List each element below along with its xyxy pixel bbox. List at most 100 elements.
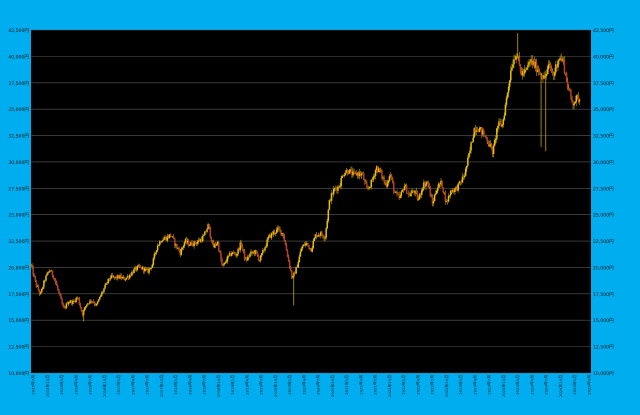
candle-body <box>59 292 61 296</box>
plot-area <box>31 30 591 373</box>
candle-body <box>235 254 237 256</box>
candle-body <box>402 189 405 191</box>
candle-body <box>69 300 72 303</box>
candle-body <box>132 272 134 274</box>
x-tick-label: 2023年4月 <box>472 375 477 395</box>
candle-body <box>72 300 74 304</box>
candle-body <box>565 72 568 82</box>
candle-body <box>369 187 371 188</box>
candle-body <box>288 260 291 268</box>
candle-body <box>89 300 91 304</box>
candle-body <box>153 253 156 259</box>
candle-body <box>113 276 116 278</box>
candle-body <box>88 303 90 304</box>
candle-body <box>62 303 64 307</box>
candle-body <box>71 300 73 304</box>
candle-body <box>473 128 476 138</box>
y-tick-label: 20,000円 <box>593 265 614 271</box>
gridlines <box>31 29 591 374</box>
candle-body <box>439 183 441 185</box>
candle-body <box>207 224 209 230</box>
candle-body <box>245 259 248 261</box>
candle-body <box>79 304 82 308</box>
candle-body <box>552 72 555 77</box>
candle-body <box>408 193 410 195</box>
candle-body <box>453 190 455 193</box>
y-tick-label: 15,000円 <box>593 318 614 324</box>
candle-body <box>493 140 496 146</box>
candle-body <box>516 56 518 58</box>
y-tick-label: 17,500円 <box>8 292 29 298</box>
candle-body <box>222 264 224 266</box>
x-tick-label: 2015年10月 <box>45 375 50 397</box>
candle-body <box>299 251 302 257</box>
candle-body <box>415 190 418 194</box>
y-tick-label: 35,000円 <box>8 107 29 113</box>
candle-body <box>102 291 104 293</box>
candle-body <box>119 275 121 279</box>
candle-body <box>155 250 158 253</box>
candle-body <box>381 170 383 178</box>
candle-body <box>512 64 514 68</box>
candle-body <box>211 241 214 243</box>
candle-body <box>42 287 44 289</box>
candle-body <box>177 248 179 250</box>
candle-body <box>180 249 183 255</box>
candle-body <box>399 195 401 199</box>
candle-body <box>424 182 426 187</box>
x-tick-label: 2018年4月 <box>187 375 192 395</box>
candle-body <box>550 68 553 72</box>
candle-body <box>364 180 366 182</box>
candle-body <box>339 185 341 188</box>
candle-body <box>372 176 375 180</box>
x-tick-label: 2017年1月 <box>116 375 121 395</box>
candle-body <box>501 124 503 127</box>
candle-body <box>171 236 174 238</box>
candle-body <box>189 245 191 247</box>
candle-body <box>449 190 452 196</box>
candle-body <box>225 261 228 263</box>
candle-body <box>395 191 397 193</box>
candle-body <box>92 301 95 303</box>
candle-body <box>238 248 240 251</box>
candle-body <box>167 236 170 239</box>
candle-body <box>549 63 552 69</box>
candle-body <box>535 61 538 72</box>
candle-body <box>434 193 437 195</box>
y-axis-right: 10,000円 12,500円 15,000円 17,500円 20,000円 22,50… <box>593 28 614 377</box>
candle-body <box>534 61 537 68</box>
candle-body <box>185 239 188 243</box>
candle-body <box>203 235 205 237</box>
candle-body <box>388 176 391 181</box>
candle-body <box>32 267 34 276</box>
candle-body <box>371 179 374 181</box>
y-tick-label: 40,000円 <box>593 54 614 60</box>
candle-body <box>125 277 128 280</box>
candle-body <box>337 186 339 191</box>
candle-body <box>197 240 200 242</box>
x-tick-label: 2016年7月 <box>88 375 93 395</box>
candle-body <box>564 72 567 74</box>
candle-body <box>74 300 76 302</box>
candle-body <box>334 188 336 190</box>
candle-body <box>532 61 535 65</box>
candle-body <box>236 253 238 256</box>
candle-body <box>160 241 162 243</box>
candle-body <box>262 250 264 254</box>
candle-body <box>376 166 379 173</box>
candle-body <box>327 209 330 221</box>
candle-body <box>320 232 322 236</box>
candle-body <box>60 295 62 300</box>
candle-body <box>405 185 408 194</box>
candle-body <box>397 193 399 195</box>
candle-body <box>233 252 235 254</box>
candle-body <box>548 63 551 65</box>
candle-body <box>312 241 315 248</box>
candle-body <box>165 237 167 241</box>
candle-body <box>140 267 143 270</box>
candle-body <box>168 234 171 239</box>
candle-body <box>157 244 160 246</box>
candle-body <box>279 228 281 230</box>
y-tick-label: 40,000円 <box>8 54 29 60</box>
y-tick-label: 32,500円 <box>593 134 614 140</box>
